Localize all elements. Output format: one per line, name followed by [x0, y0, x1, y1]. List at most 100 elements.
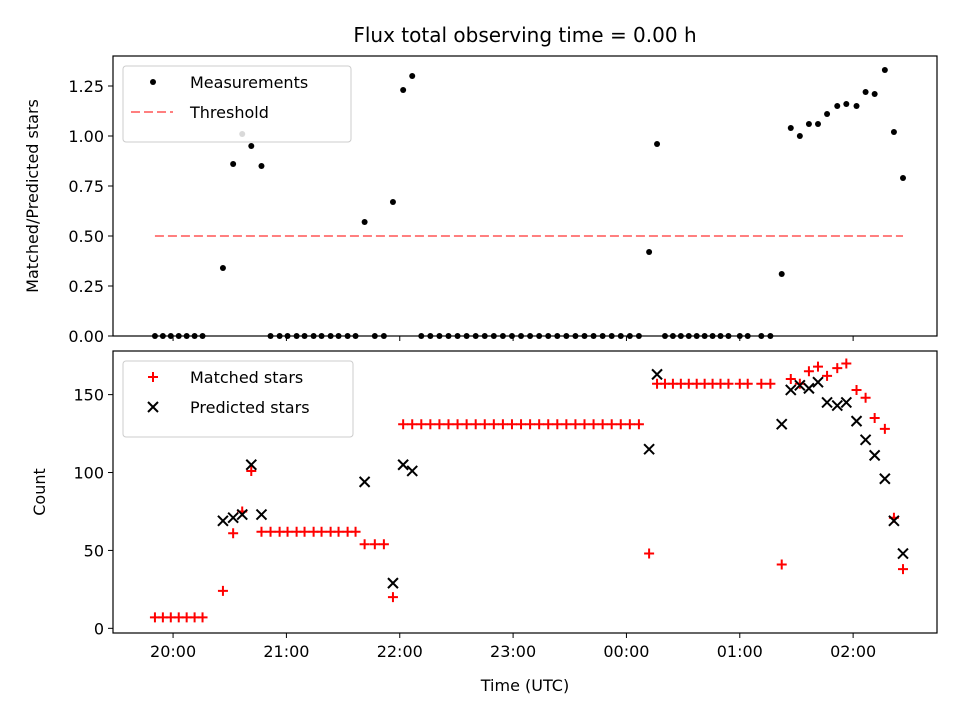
measurement-point: [646, 249, 653, 255]
matched-star-point: [369, 539, 380, 550]
legend: Measurements Threshold: [122, 65, 352, 143]
measurement-point: [843, 101, 850, 107]
matched-star-point: [497, 419, 508, 430]
y-tick-label: 50: [84, 541, 104, 560]
x-axis-title: Time (UTC): [480, 676, 569, 695]
matched-star-point: [197, 612, 208, 623]
ylabel-top-panel: Matched/Predicted stars: [23, 99, 42, 293]
y-tick-label: 0.25: [68, 277, 104, 296]
measurement-point: [258, 163, 265, 169]
predicted-star-point: [840, 396, 853, 409]
predicted-star-point: [794, 379, 806, 391]
predicted-star-point: [850, 415, 863, 427]
measurement-point: [361, 219, 368, 225]
measurement-point: [890, 129, 897, 135]
legend-box: [122, 65, 352, 143]
predicted-star-point: [803, 382, 815, 395]
predicted-star-point: [217, 515, 229, 527]
x-tick-label: 00:00: [603, 642, 649, 661]
matched-star-point: [570, 419, 581, 430]
matched-star-point: [256, 526, 267, 537]
matched-star-point: [416, 419, 427, 430]
measurement-point: [796, 133, 803, 139]
y-tick-label: 100: [73, 464, 104, 483]
legend-label: Predicted stars: [190, 398, 310, 417]
matched-star-point: [803, 366, 814, 377]
y-tick-label: 1.25: [68, 77, 104, 96]
measurement-point: [814, 121, 821, 127]
predicted-star-point: [236, 508, 248, 521]
predicted-star-point: [812, 376, 824, 388]
x-tick-label: 02:00: [830, 642, 876, 661]
measurement-point: [881, 67, 888, 73]
series-matched-stars: [149, 358, 908, 623]
predicted-star-point: [255, 508, 268, 521]
matched-star-point: [333, 526, 344, 537]
matched-star-point: [488, 419, 499, 430]
matched-star-point: [794, 378, 805, 389]
axes-frame: [112, 55, 938, 337]
matched-star-point: [516, 419, 527, 430]
matched-star-point: [860, 392, 871, 403]
matched-star-point: [470, 419, 481, 430]
axes-frame: [112, 350, 938, 634]
matched-star-point: [822, 370, 833, 381]
legend-key-matched-stars: [148, 372, 158, 382]
legend-key-measurements: [150, 79, 156, 85]
matched-star-point: [615, 419, 626, 430]
series-predicted-stars: [217, 368, 909, 589]
matched-star-point: [897, 564, 908, 575]
y-tick-label: 1.00: [68, 127, 104, 146]
measurement-point: [654, 141, 661, 147]
matched-star-point: [434, 419, 445, 430]
predicted-star-point: [245, 459, 257, 471]
measurement-point: [778, 271, 785, 277]
matched-star-point: [350, 526, 361, 537]
measurement-point: [219, 265, 226, 271]
matched-star-point: [624, 419, 635, 430]
measurement-point: [805, 121, 812, 127]
predicted-star-point: [785, 384, 797, 396]
matched-star-point: [407, 419, 418, 430]
measurement-point: [787, 125, 794, 131]
chart-title: Flux total observing time = 0.00 h: [353, 23, 696, 47]
predicted-star-point: [897, 547, 909, 560]
measurement-point: [400, 87, 407, 93]
measurement-point: [871, 91, 878, 97]
matched-star-point: [246, 465, 257, 476]
predicted-star-point: [651, 368, 663, 381]
measurement-point: [834, 103, 841, 109]
matched-star-point: [832, 363, 843, 374]
predicted-star-point: [831, 399, 843, 412]
matched-star-point: [597, 419, 608, 430]
y-tick-label: 0.75: [68, 177, 104, 196]
y-tick-label: 0.50: [68, 227, 104, 246]
matched-star-point: [316, 526, 327, 537]
matched-star-point: [299, 526, 310, 537]
predicted-star-point: [406, 465, 418, 477]
matched-star-point: [765, 378, 776, 389]
matched-star-point: [461, 419, 472, 430]
legend-label: Threshold: [189, 103, 269, 122]
measurement-point: [862, 89, 869, 95]
matched-star-point: [525, 419, 536, 430]
x-tick-label: 22:00: [377, 642, 423, 661]
measurement-point: [230, 161, 237, 167]
matched-star-point: [756, 378, 767, 389]
matched-star-point: [425, 419, 436, 430]
predicted-star-point: [821, 396, 833, 409]
matched-star-point: [265, 526, 276, 537]
matched-star-point: [879, 423, 890, 434]
matched-star-point: [588, 419, 599, 430]
matched-star-point: [217, 585, 228, 596]
ylabel-bottom-panel: Count: [30, 468, 49, 516]
predicted-star-point: [358, 476, 371, 488]
legend: Matched stars Predicted stars: [122, 360, 354, 438]
legend-label: Matched stars: [190, 368, 303, 387]
matched-star-point: [841, 358, 852, 369]
legend-key-predicted-stars: [147, 401, 159, 413]
matched-star-point: [552, 419, 563, 430]
matched-star-point: [398, 419, 409, 430]
predicted-star-point: [879, 473, 891, 485]
matched-star-point: [479, 419, 490, 430]
